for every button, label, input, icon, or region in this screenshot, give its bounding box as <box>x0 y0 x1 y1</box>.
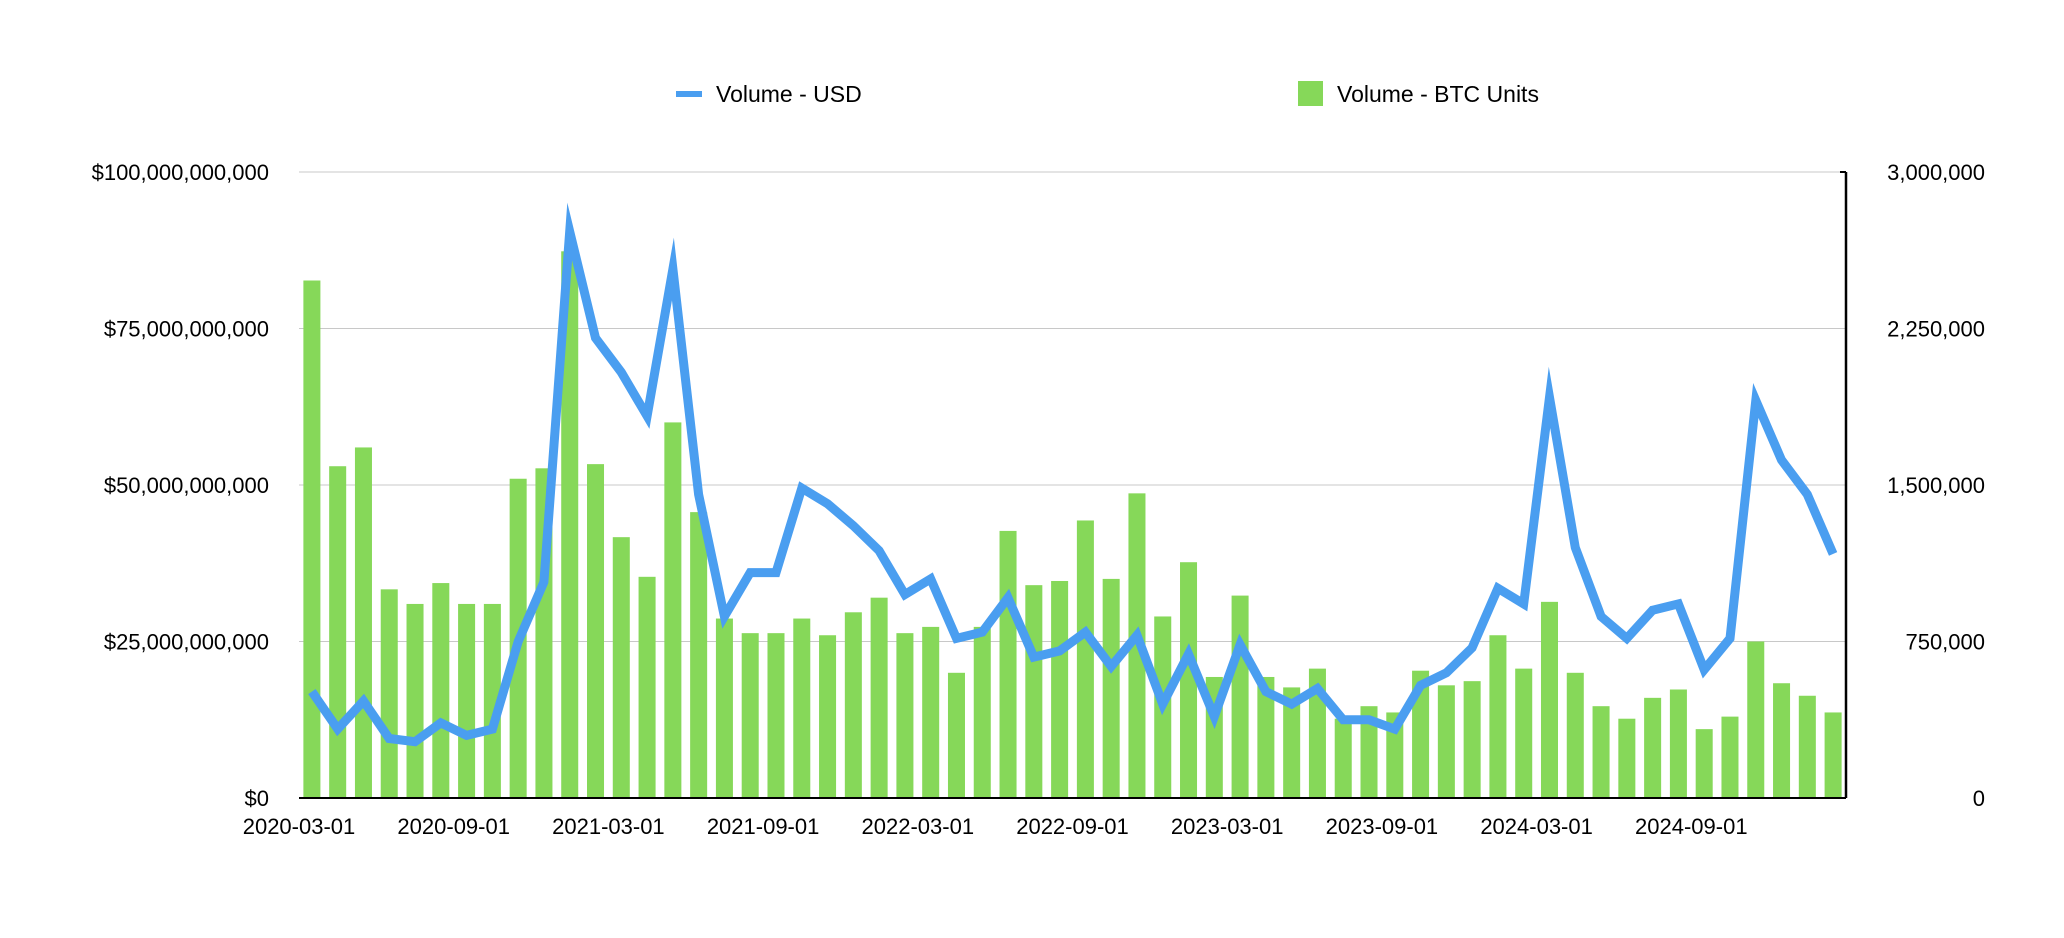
btc-volume-bar <box>844 612 862 798</box>
btc-volume-bar <box>664 422 682 798</box>
btc-volume-bar <box>1308 668 1326 798</box>
btc-volume-bar <box>1025 585 1043 798</box>
btc-volume-bar <box>561 251 579 798</box>
btc-volume-bar <box>406 603 424 798</box>
btc-volume-bar <box>690 512 708 798</box>
btc-volume-bar <box>1076 520 1094 798</box>
btc-volume-bar <box>793 618 811 798</box>
btc-volume-bar <box>1592 706 1610 798</box>
left-axis-tick-label: $25,000,000,000 <box>104 630 269 655</box>
legend-bar-swatch <box>1298 81 1323 106</box>
btc-volume-bar <box>1231 595 1249 798</box>
btc-volume-bar <box>1437 685 1455 798</box>
x-axis-tick-label: 2021-03-01 <box>552 814 665 839</box>
btc-volume-bar <box>638 576 656 798</box>
x-axis-tick-label: 2024-03-01 <box>1480 814 1593 839</box>
btc-volume-bar <box>329 466 347 798</box>
btc-volume-bar <box>870 597 888 798</box>
btc-volume-bar <box>1540 601 1559 798</box>
btc-volume-bar <box>586 464 605 798</box>
left-axis-tick-label: $75,000,000,000 <box>104 317 269 342</box>
btc-volume-bar <box>1515 668 1533 798</box>
x-axis-tick-label: 2024-09-01 <box>1635 814 1748 839</box>
btc-volume-bar <box>973 626 991 798</box>
btc-volume-bar <box>1283 687 1301 798</box>
right-axis-tick-label: 2,250,000 <box>1887 317 1985 342</box>
axes <box>299 171 1848 799</box>
x-axis-tick-label: 2021-09-01 <box>707 814 820 839</box>
x-axis-tick-labels: 2020-03-01 2020-09-01 2021-03-01 2021-09-01… <box>243 814 1748 839</box>
btc-volume-bar <box>483 603 501 798</box>
btc-volume-bar <box>380 589 398 798</box>
right-axis-tick-label: 750,000 <box>1905 630 1985 655</box>
btc-volume-bar <box>1747 641 1765 798</box>
usd-volume-line <box>308 202 1838 747</box>
btc-volume-bar <box>1566 672 1584 798</box>
btc-volume-bar <box>1618 718 1636 798</box>
legend-label-usd: Volume - USD <box>716 81 862 107</box>
x-axis-tick-label: 2020-03-01 <box>243 814 356 839</box>
x-axis-tick-label: 2023-03-01 <box>1171 814 1284 839</box>
btc-volume-bar <box>767 633 785 798</box>
gridlines <box>299 171 1846 642</box>
btc-volume-bar <box>1412 670 1430 798</box>
right-axis-tick-label: 1,500,000 <box>1887 473 1985 498</box>
right-axis-tick-labels: 0 750,000 1,500,000 2,250,000 3,000,000 <box>1887 160 1985 811</box>
btc-volume-bar <box>303 280 321 798</box>
btc-volume-bar <box>354 447 372 798</box>
btc-volume-bar <box>1463 681 1481 798</box>
left-axis-tick-label: $100,000,000,000 <box>92 160 269 185</box>
btc-volume-bar <box>1386 712 1404 798</box>
btc-volume-bar <box>1695 729 1713 798</box>
btc-volume-bar <box>999 530 1017 798</box>
btc-volume-bar <box>432 583 450 798</box>
btc-volume-bar <box>1824 712 1842 798</box>
left-axis-tick-label: $0 <box>245 786 269 811</box>
btc-volume-bar <box>1798 695 1816 798</box>
btc-volume-bar <box>922 626 940 798</box>
btc-volume-bar <box>458 603 476 798</box>
btc-volume-bar <box>1102 578 1120 798</box>
x-axis-tick-label: 2020-09-01 <box>397 814 510 839</box>
right-axis-tick-label: 3,000,000 <box>1887 160 1985 185</box>
btc-volume-bar <box>1051 580 1069 798</box>
btc-volume-bar <box>1257 676 1275 798</box>
x-axis-tick-label: 2023-09-01 <box>1326 814 1439 839</box>
btc-volume-bar <box>1180 562 1198 798</box>
btc-volume-bar <box>896 633 914 798</box>
usd-volume-line-layer <box>308 202 1838 747</box>
right-axis-tick-label: 0 <box>1973 786 1985 811</box>
x-axis-tick-label: 2022-09-01 <box>1016 814 1129 839</box>
left-axis-tick-labels: $0 $25,000,000,000 $50,000,000,000 $75,000,… <box>92 160 269 811</box>
btc-volume-bar <box>1334 718 1352 798</box>
btc-volume-bar <box>947 672 965 798</box>
btc-volume-bar <box>819 635 837 798</box>
legend-label-btc: Volume - BTC Units <box>1337 81 1539 107</box>
btc-volume-bar <box>715 618 733 798</box>
btc-volume-bar <box>1644 697 1662 798</box>
btc-volume-bar <box>612 537 630 798</box>
legend: Volume - USD Volume - BTC Units <box>676 81 1539 107</box>
btc-volume-bars <box>303 251 1842 798</box>
btc-volume-bar <box>1721 716 1739 798</box>
btc-volume-bar <box>1669 689 1687 798</box>
btc-volume-bar <box>741 633 759 798</box>
left-axis-tick-label: $50,000,000,000 <box>104 473 269 498</box>
btc-volume-bar <box>1773 683 1791 798</box>
x-axis-tick-label: 2022-03-01 <box>862 814 975 839</box>
btc-volume-bar <box>1489 635 1507 798</box>
btc-volume-bar <box>1360 706 1378 798</box>
